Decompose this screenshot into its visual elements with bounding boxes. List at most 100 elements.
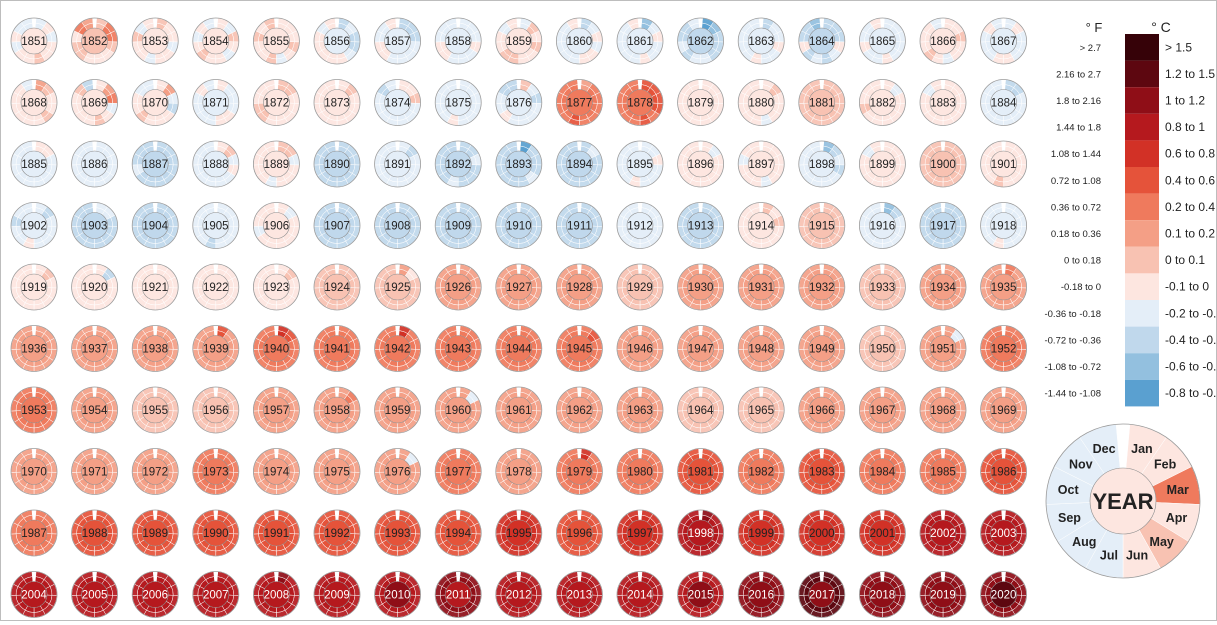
year-label: 1872	[264, 98, 290, 110]
legend-f-label: -1.44 to -1.08	[1044, 389, 1101, 400]
year-wheel-1945: 1945	[556, 325, 603, 372]
year-label: 1961	[506, 405, 532, 417]
year-wheel-1901: 1901	[980, 140, 1027, 188]
year-wheel-1995: 1995	[495, 509, 543, 557]
year-label: 1988	[82, 528, 108, 540]
year-wheel-1977: 1977	[434, 448, 482, 495]
year-label: 1922	[203, 282, 229, 294]
year-wheel-1967: 1967	[859, 386, 906, 434]
year-label: 1903	[82, 221, 108, 233]
year-wheel-1912: 1912	[616, 202, 664, 249]
year-label: 1927	[506, 282, 532, 294]
year-wheel-1997: 1997	[616, 509, 664, 557]
year-label: 2016	[748, 590, 774, 602]
wheel-outline	[980, 17, 1027, 65]
year-wheel-1877: 1877	[556, 79, 603, 126]
year-label: 1942	[385, 344, 411, 356]
year-label: 1934	[930, 282, 956, 294]
year-label: 1871	[203, 98, 229, 110]
year-label: 2004	[21, 590, 47, 602]
year-wheel-1903: 1903	[71, 202, 118, 249]
year-wheel-1866: 1866	[919, 17, 967, 65]
legend-swatch	[1125, 193, 1159, 221]
year-label: 1860	[567, 36, 593, 48]
year-label: 1990	[203, 528, 229, 540]
year-wheel-1875: 1875	[434, 79, 482, 126]
year-label: 1967	[870, 405, 896, 417]
year-wheel-1888: 1888	[192, 140, 240, 188]
annual-center	[929, 89, 957, 116]
year-label: 1908	[385, 221, 411, 233]
year-wheel-2003: 2003	[980, 509, 1027, 557]
year-label: 1904	[142, 221, 168, 233]
year-wheel-1957: 1957	[252, 386, 300, 434]
year-wheel-1893: 1893	[495, 140, 543, 188]
month-label-apr: Apr	[1166, 511, 1188, 525]
year-label: 1902	[21, 221, 47, 233]
year-label: 1878	[627, 98, 653, 110]
wheel-outline	[556, 140, 603, 188]
legend-f-label: 0 to 0.18	[1064, 256, 1101, 267]
year-label: 1977	[445, 467, 471, 479]
year-wheel-1962: 1962	[556, 386, 603, 434]
year-wheel-1928: 1928	[556, 263, 603, 311]
legend-f-label: 0.18 to 0.36	[1051, 229, 1101, 240]
year-wheel-1943: 1943	[434, 325, 482, 372]
legend-swatch	[1125, 60, 1159, 88]
annual-center	[869, 27, 896, 55]
year-label: 2009	[324, 590, 350, 602]
annual-center	[20, 27, 48, 55]
legend-f-label: > 2.7	[1080, 43, 1101, 54]
legend-swatch	[1125, 379, 1159, 407]
annual-center	[263, 27, 290, 55]
year-wheel-1998: 1998	[677, 509, 724, 557]
year-wheel-1976: 1976	[374, 448, 422, 495]
annual-center	[566, 27, 593, 55]
year-wheel-1863: 1863	[737, 17, 785, 65]
legend-swatch	[1125, 326, 1159, 354]
legend-swatch	[1125, 246, 1159, 274]
month-label-feb: Feb	[1154, 458, 1177, 472]
year-label: 1983	[809, 467, 835, 479]
year-wheel-1895: 1895	[616, 140, 664, 188]
wheel-outline	[10, 17, 58, 65]
year-label: 1982	[748, 467, 774, 479]
legend-c-label: 0.1 to 0.2	[1165, 227, 1215, 241]
year-wheel-1906: 1906	[252, 202, 300, 249]
year-label: 1956	[203, 405, 229, 417]
wheel-outline	[192, 17, 240, 65]
annual-center	[141, 27, 169, 55]
year-wheel-1923: 1923	[252, 263, 300, 311]
year-wheel-2014: 2014	[616, 571, 664, 618]
year-label: 1971	[82, 467, 108, 479]
year-label: 1913	[688, 221, 714, 233]
year-label: YEAR	[1092, 489, 1153, 514]
wheel-outline	[434, 79, 482, 126]
year-label: 1865	[870, 36, 896, 48]
color-legend: ° F ° C> 2.7 > 1.52.16 to 2.7 1.2 to 1.51.8…	[1044, 19, 1217, 407]
year-label: 1863	[748, 36, 774, 48]
legend-f-label: 1.08 to 1.44	[1051, 149, 1101, 160]
year-label: 1896	[688, 159, 714, 171]
year-label: 1886	[82, 159, 108, 171]
wheel-outline	[495, 140, 543, 188]
year-label: 1875	[445, 98, 471, 110]
year-wheel-2001: 2001	[859, 509, 906, 557]
year-wheel-1886: 1886	[71, 140, 118, 188]
month-label-nov: Nov	[1069, 458, 1093, 472]
year-label: 1857	[385, 36, 411, 48]
legend-c-label: 0 to 0.1	[1165, 253, 1205, 267]
year-label: 1882	[870, 98, 896, 110]
year-label: 1881	[809, 98, 835, 110]
wheel-outline	[737, 79, 785, 126]
year-wheel-1994: 1994	[434, 509, 482, 557]
year-label: 1912	[627, 221, 653, 233]
annual-center	[566, 150, 593, 178]
annual-center	[808, 27, 836, 55]
year-label: 2017	[809, 590, 835, 602]
year-label: 2003	[991, 528, 1017, 540]
year-wheel-1927: 1927	[495, 263, 543, 311]
year-label: 2014	[627, 590, 653, 602]
year-label: 1906	[264, 221, 290, 233]
